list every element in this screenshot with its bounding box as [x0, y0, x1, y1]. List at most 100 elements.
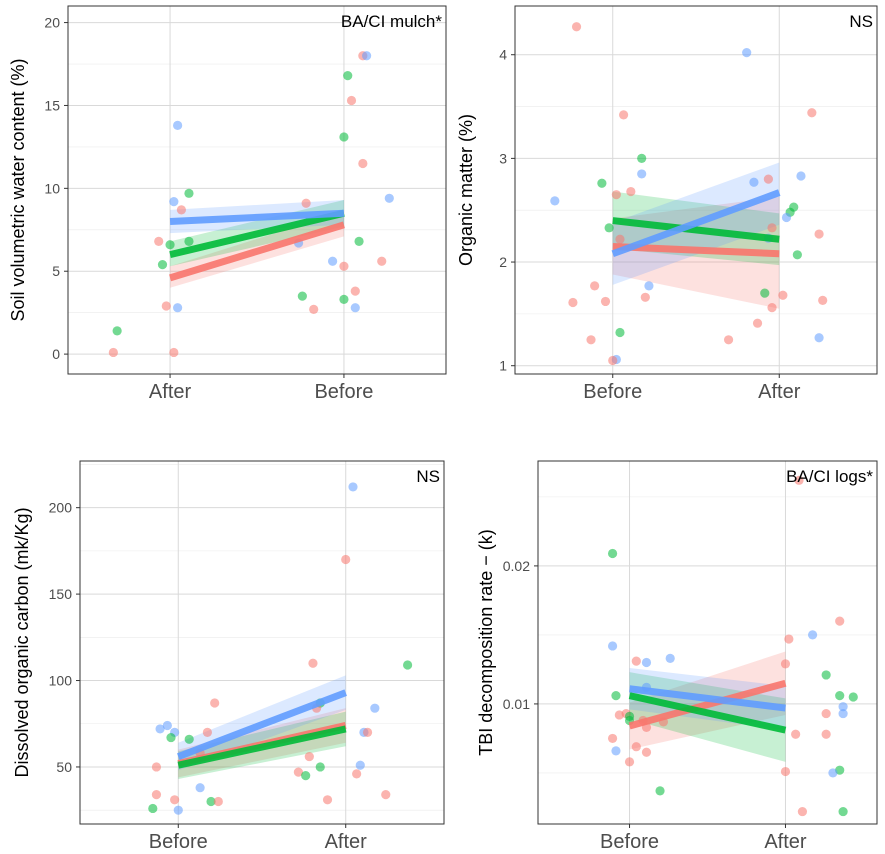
data-point-red [358, 158, 368, 169]
data-point-blue [173, 303, 183, 313]
significance-label: NS [849, 12, 873, 31]
y-tick-label: 3 [499, 150, 507, 166]
x-category-label: After [758, 381, 801, 403]
data-point-red [791, 729, 801, 739]
data-point-red [821, 708, 831, 719]
panel-dissolved-organic-carbon: 50 100 150 200 Before After Dissolved organic … [12, 460, 445, 853]
panel-tbi-decomposition-rate: 0.01 0.02 Before After TBI decomposition rat… [476, 460, 878, 853]
data-point-green [315, 762, 325, 772]
data-point-green [339, 132, 349, 142]
data-point-blue [838, 702, 848, 712]
data-point-red [170, 795, 180, 805]
significance-label: BA/CI mulch* [341, 12, 442, 31]
data-point-blue [807, 630, 818, 640]
data-point-red [600, 296, 611, 307]
data-point-red [780, 659, 791, 669]
data-point-red [213, 796, 223, 807]
data-point-blue [350, 303, 360, 313]
data-point-red [631, 742, 641, 752]
data-point-red [607, 733, 618, 744]
data-point-red [767, 303, 777, 313]
panel-border [67, 5, 447, 375]
fit-line-blue [177, 689, 347, 760]
data-point-red [624, 757, 635, 767]
data-point-green [112, 326, 122, 336]
data-point-blue [749, 177, 759, 187]
data-point-red [362, 727, 373, 737]
data-point-red [571, 22, 582, 32]
data-point-blue [641, 657, 652, 668]
data-point-blue [328, 256, 338, 266]
data-point-red [631, 656, 641, 666]
data-point-red [835, 616, 845, 626]
fit-line-blue [629, 685, 786, 712]
data-point-red [619, 110, 629, 120]
y-axis-title: Soil volumetric water content (%) [8, 58, 28, 321]
data-point-red [797, 806, 808, 817]
data-point-red [169, 347, 179, 358]
data-point-blue [195, 783, 205, 793]
data-point-red [346, 95, 357, 106]
x-category-label: Before [583, 381, 642, 403]
data-point-red [350, 286, 360, 296]
data-point-green [637, 153, 647, 163]
y-tick-label: 50 [56, 759, 72, 775]
y-tick-label: 0 [52, 346, 60, 362]
data-point-green [611, 691, 621, 701]
panel-soil-water-content: 0 5 10 15 20 After Before Soil volumetric water… [8, 5, 447, 403]
data-point-red [615, 234, 625, 244]
data-point-red [304, 751, 314, 762]
data-point-red [778, 290, 788, 300]
data-point-blue [611, 746, 621, 756]
data-point-green [184, 188, 194, 198]
data-point-green [343, 71, 353, 81]
data-point-blue [370, 703, 380, 713]
significance-label: BA/CI logs* [786, 467, 873, 486]
fit-line-blue [611, 189, 781, 258]
data-point-green [148, 803, 158, 814]
data-point-red [154, 236, 164, 246]
data-point-green [848, 692, 858, 702]
y-tick-label: 5 [52, 263, 60, 279]
data-point-blue [355, 760, 365, 770]
data-point-green [655, 786, 665, 796]
x-category-label: After [764, 831, 807, 853]
data-point-blue [838, 708, 848, 719]
data-point-blue [162, 720, 172, 731]
data-point-red [807, 108, 817, 118]
y-axis-title: TBI decomposition rate − (k) [476, 529, 496, 756]
data-point-red [352, 769, 362, 779]
y-tick-label: 150 [49, 586, 73, 602]
data-point-red [626, 186, 636, 197]
data-point-green [184, 236, 194, 246]
y-axis-title: Dissolved organic carbon (mk/Kg) [12, 507, 32, 777]
data-point-red [161, 301, 171, 311]
y-axis-title: Organic matter (%) [456, 114, 476, 266]
fit-line-red [169, 221, 345, 282]
data-point-green [821, 670, 831, 680]
fit-line-green [177, 725, 347, 769]
y-tick-label: 10 [44, 180, 60, 196]
panel-border [537, 460, 878, 825]
fit-line-green [612, 217, 780, 243]
data-point-red [586, 335, 596, 345]
data-point-blue [362, 51, 372, 61]
data-point-red [763, 174, 774, 184]
data-point-green [403, 660, 413, 670]
fit-line-red [628, 679, 787, 730]
data-point-blue [665, 653, 675, 663]
data-point-blue [169, 197, 179, 207]
x-category-label: Before [600, 831, 659, 853]
significance-label: NS [416, 467, 440, 486]
data-point-blue [550, 196, 560, 206]
data-point-blue [637, 169, 647, 179]
x-category-label: After [149, 381, 192, 403]
data-point-green [297, 291, 307, 301]
data-point-red [309, 304, 319, 314]
data-point-blue [781, 212, 792, 223]
data-point-blue [384, 193, 394, 203]
x-category-label: Before [314, 381, 373, 403]
fit-line-blue [169, 209, 345, 225]
data-point-red [202, 727, 212, 737]
